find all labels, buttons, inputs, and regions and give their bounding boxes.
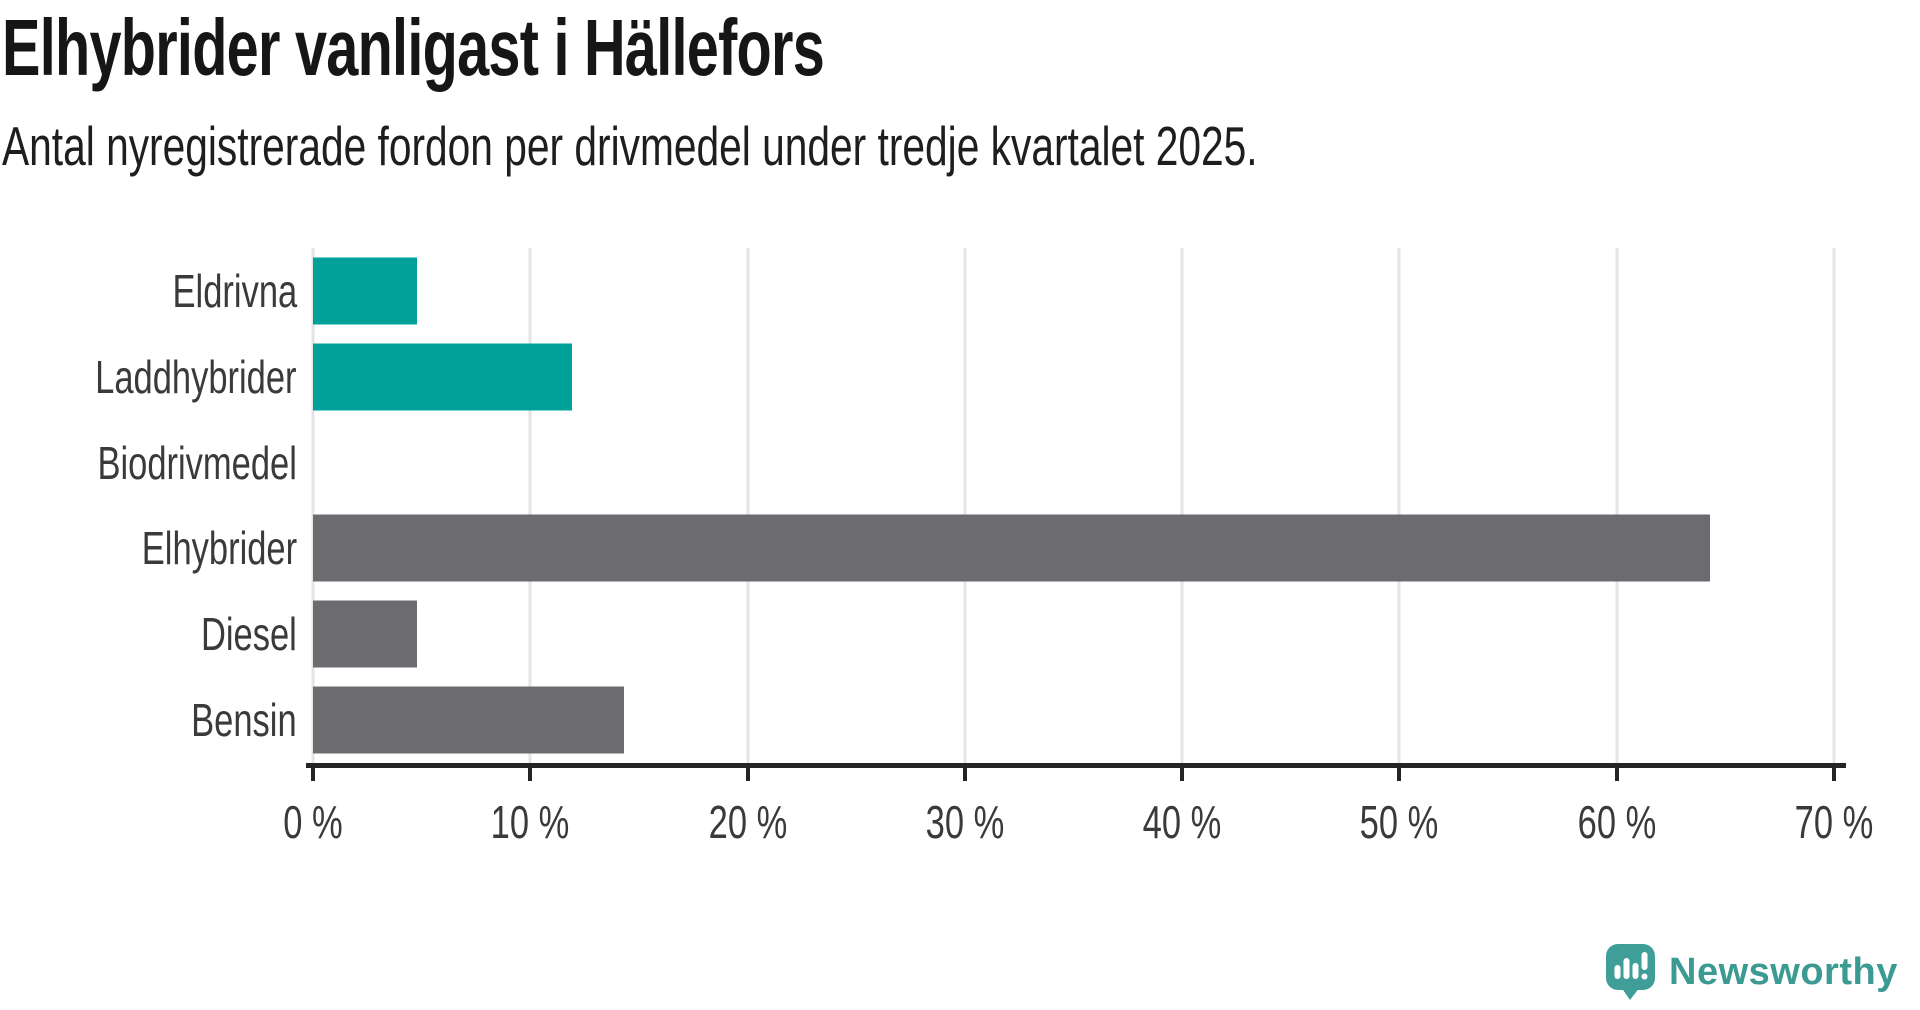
x-tick-label-50: 50 % — [1360, 796, 1439, 848]
bar-row-biodrivmedel — [313, 420, 1834, 506]
gridline-10 — [528, 248, 532, 763]
chart-subtitle: Antal nyregistrerade fordon per drivmede… — [2, 115, 1258, 177]
gridline-40 — [1180, 248, 1184, 763]
gridline-60 — [1615, 248, 1619, 763]
category-label-eldrivna: Eldrivna — [0, 248, 297, 334]
x-axis-tick-10 — [528, 768, 533, 781]
x-axis-tick-60 — [1614, 768, 1619, 781]
newsworthy-logo: Newsworthy — [1606, 944, 1898, 1001]
x-axis-line — [306, 763, 1846, 768]
category-label-text: Eldrivna — [172, 264, 297, 317]
category-label-text: Laddhybrider — [95, 350, 297, 403]
category-label-diesel: Diesel — [0, 591, 297, 677]
gridline-50 — [1397, 248, 1401, 763]
bar-eldrivna — [313, 257, 418, 325]
bar-row-eldrivna — [313, 248, 1834, 334]
category-label-text: Diesel — [201, 608, 297, 661]
x-tick-label-40: 40 % — [1142, 796, 1222, 848]
x-tick-label-20: 20 % — [708, 796, 787, 848]
category-label-bensin: Bensin — [0, 677, 297, 763]
bar-row-laddhybrider — [313, 334, 1834, 420]
category-label-text: Elhybrider — [141, 522, 297, 575]
x-axis-tick-30 — [962, 768, 967, 781]
x-axis-tick-0 — [311, 768, 315, 781]
bar-row-diesel — [313, 591, 1834, 677]
gridline-20 — [746, 248, 750, 763]
category-label-text: Biodrivmedel — [97, 436, 297, 489]
bar-row-elhybrider — [313, 506, 1834, 592]
bar-elhybrider — [313, 514, 1711, 582]
bar-laddhybrider — [313, 343, 572, 411]
chart-title: Elhybrider vanligast i Hällefors — [2, 3, 825, 92]
gridline-0 — [311, 248, 315, 763]
newsworthy-logo-text: Newsworthy — [1669, 951, 1898, 993]
x-axis-tick-40 — [1180, 768, 1185, 781]
plot-area — [311, 248, 1836, 763]
x-tick-label-0: 0 % — [283, 796, 343, 848]
x-tick-label-60: 60 % — [1577, 796, 1657, 848]
x-axis-tick-70 — [1832, 768, 1836, 781]
category-label-text: Bensin — [191, 694, 297, 747]
x-axis-tick-20 — [745, 768, 750, 781]
category-label-elhybrider: Elhybrider — [0, 506, 297, 592]
gridline-30 — [963, 248, 967, 763]
x-tick-label-30: 30 % — [925, 796, 1005, 848]
x-tick-label-70: 70 % — [1794, 796, 1874, 848]
gridline-70 — [1832, 248, 1836, 763]
category-label-biodrivmedel: Biodrivmedel — [0, 420, 297, 506]
category-label-laddhybrider: Laddhybrider — [0, 334, 297, 420]
x-tick-label-10: 10 % — [490, 796, 570, 848]
bar-row-bensin — [313, 677, 1834, 763]
bar-bensin — [313, 686, 624, 754]
newsworthy-logo-icon — [1606, 944, 1655, 1000]
bar-diesel — [313, 600, 418, 668]
x-axis-tick-50 — [1397, 768, 1402, 781]
